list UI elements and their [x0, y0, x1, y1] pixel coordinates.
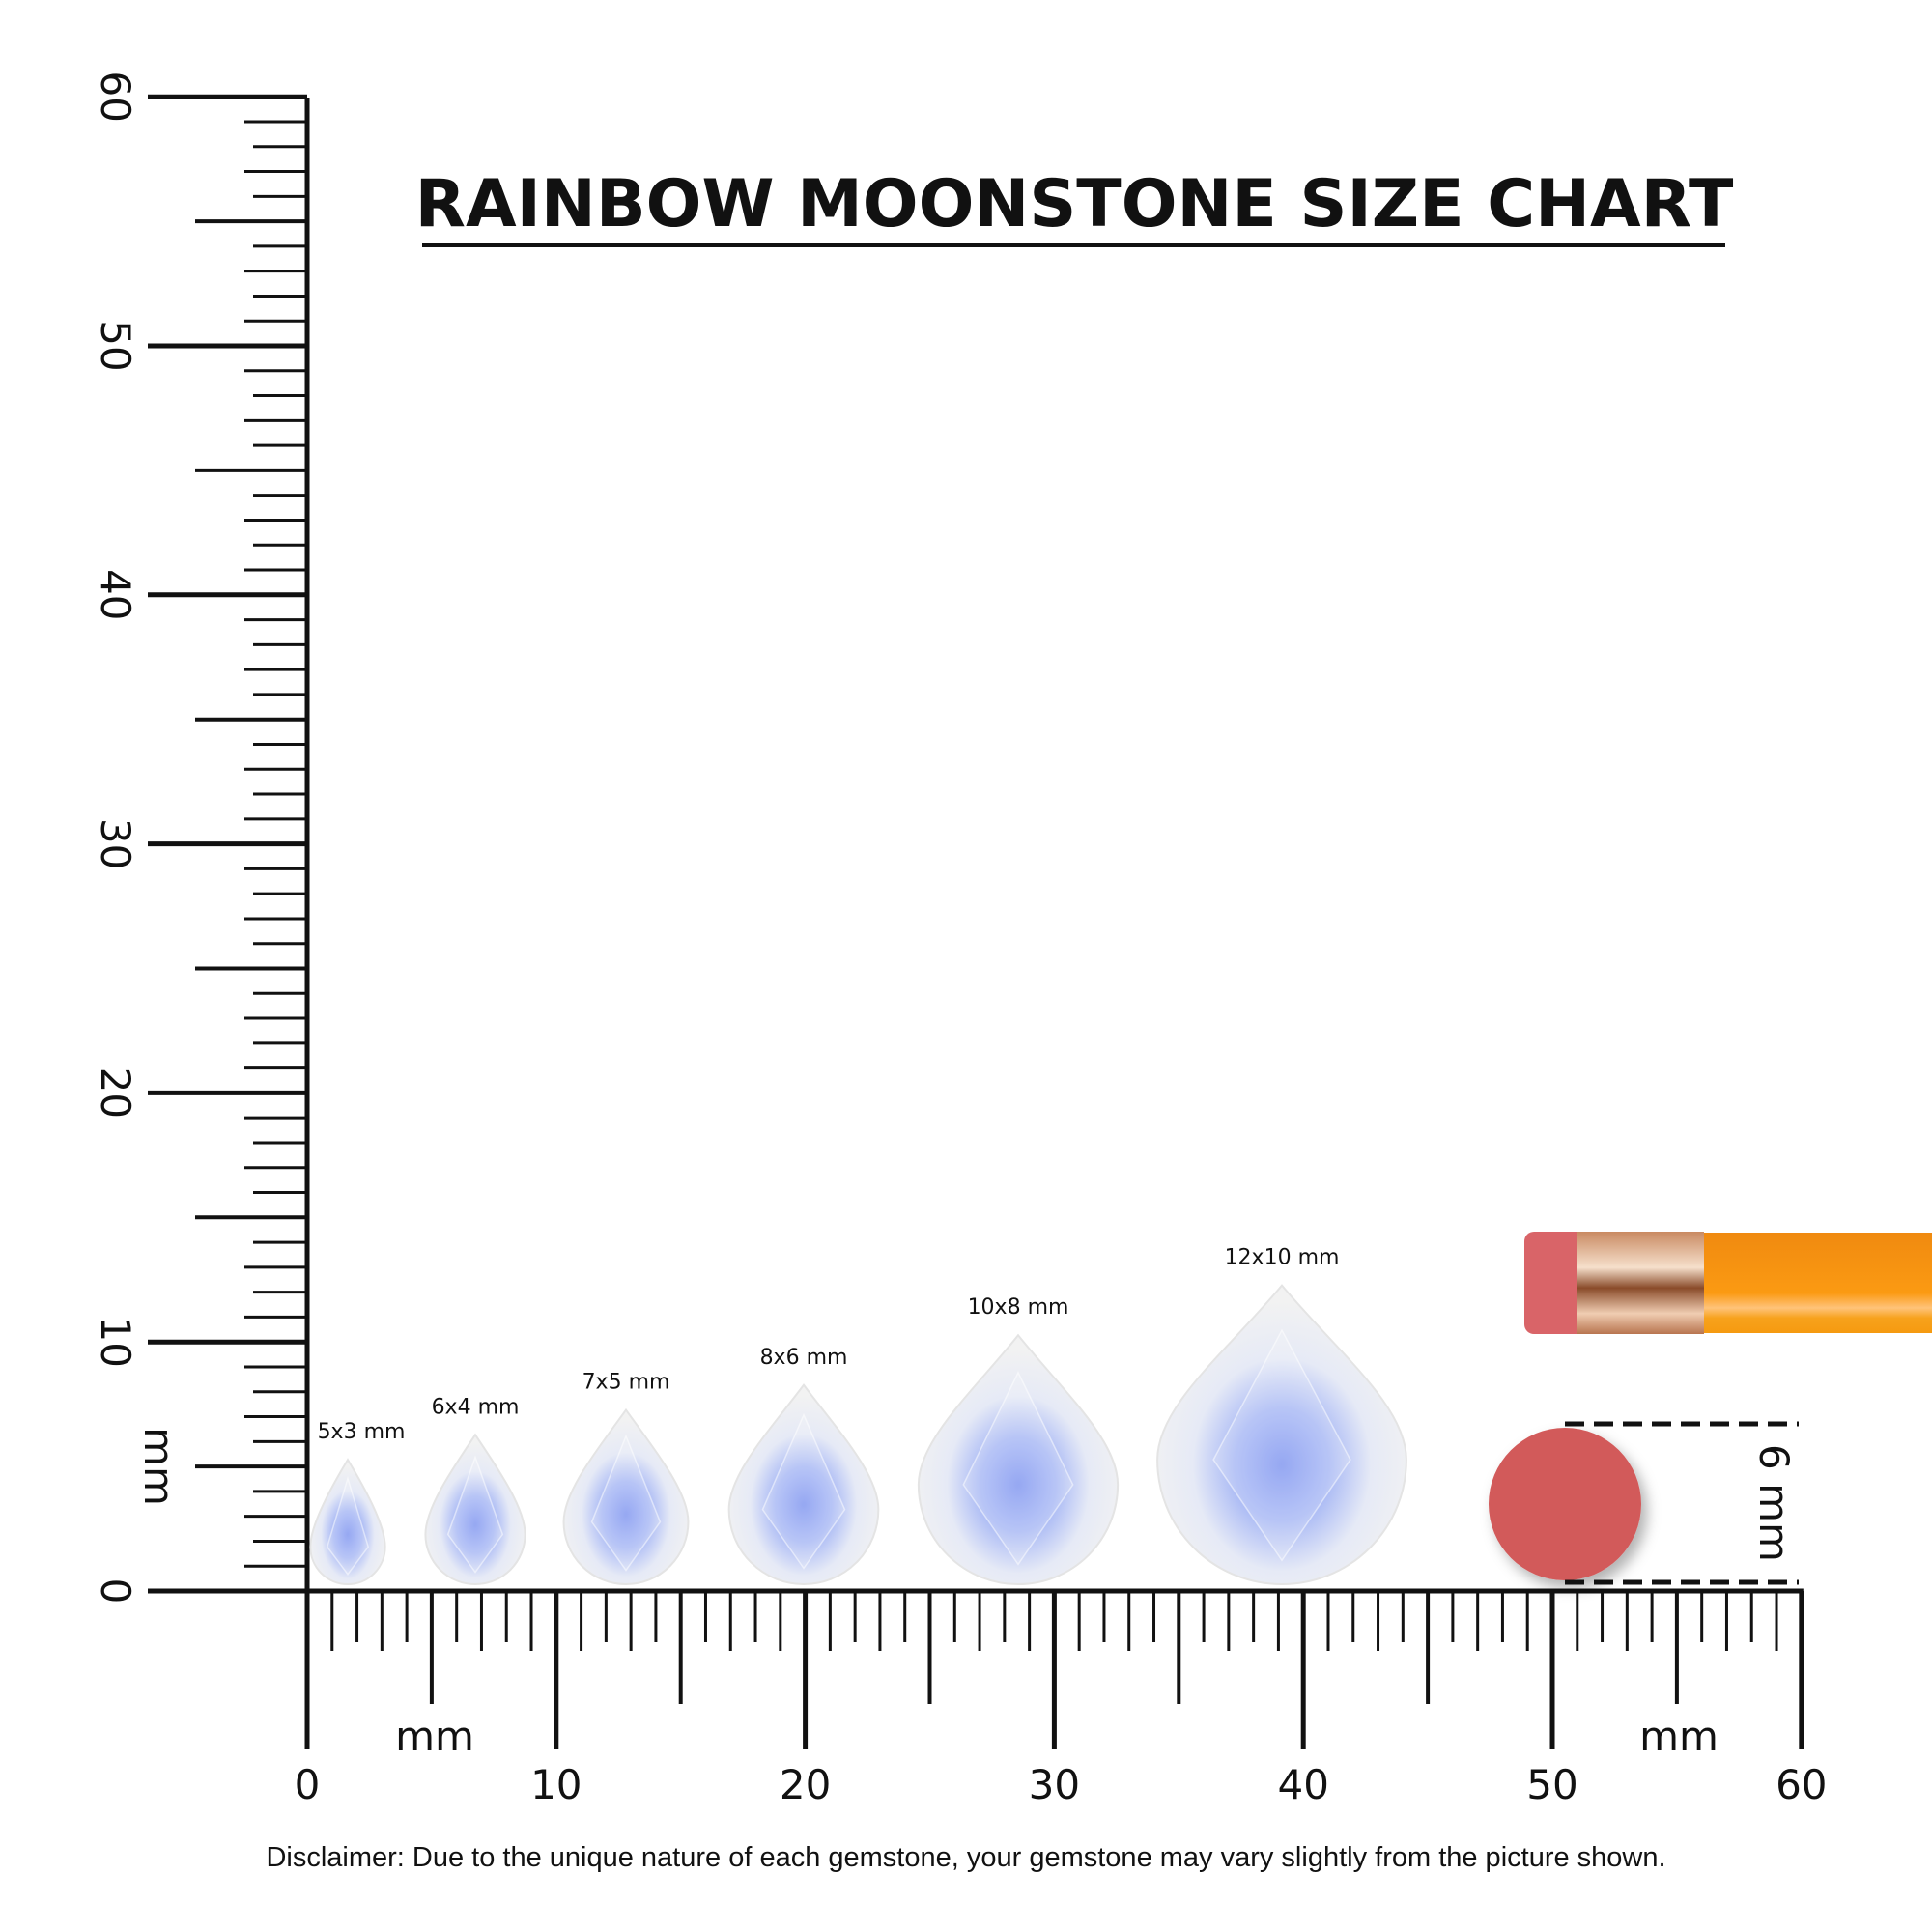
pencil-body — [1704, 1233, 1932, 1333]
vertical-tick-label: 40 — [92, 569, 139, 620]
horizontal-unit-label-left: mm — [395, 1713, 474, 1760]
pear-gem-image — [424, 1433, 526, 1585]
vertical-tick-label: 50 — [92, 320, 139, 371]
gem-size-label: 5x3 mm — [318, 1420, 406, 1444]
gem-facet — [761, 1412, 846, 1570]
gem-item: 7x5 mm — [562, 1371, 690, 1585]
gem-size-label: 10x8 mm — [968, 1295, 1069, 1320]
horizontal-tick-label: 30 — [1029, 1761, 1080, 1808]
eraser-size-label: 6 mm — [1750, 1444, 1798, 1562]
vertical-tick-label: 60 — [92, 71, 139, 122]
gem-facet — [962, 1371, 1074, 1566]
gem-item: 6x4 mm — [424, 1395, 526, 1585]
vertical-tick-label: 10 — [92, 1316, 139, 1367]
gem-facet — [590, 1434, 662, 1572]
horizontal-tick-label: 50 — [1526, 1761, 1577, 1808]
gem-facet — [326, 1475, 370, 1576]
gem-item: 12x10 mm — [1156, 1246, 1407, 1585]
horizontal-tick-label: 0 — [295, 1761, 321, 1808]
vertical-tick-label: 0 — [92, 1578, 139, 1605]
pear-gem-image — [562, 1407, 690, 1585]
pencil — [1524, 1232, 1932, 1334]
horizontal-unit-label-right: mm — [1639, 1713, 1719, 1760]
gem-size-label: 12x10 mm — [1225, 1246, 1340, 1270]
horizontal-ruler: 0 10 20 30 40 50 60 mm mm — [148, 1588, 1828, 1808]
horizontal-tick-label: 60 — [1776, 1761, 1827, 1808]
gem-size-label: 6x4 mm — [432, 1395, 520, 1419]
gem-item: 8x6 mm — [727, 1346, 880, 1585]
gem-group: 5x3 mm 6x4 mm 7x5 mm 8x6 mm 10x8 mm 12x10 mm — [309, 1246, 1407, 1585]
eraser-reference-circle — [1489, 1428, 1641, 1580]
gem-facet — [1212, 1328, 1351, 1562]
vertical-tick-label: 20 — [92, 1067, 139, 1119]
gem-facet — [446, 1455, 504, 1574]
pear-gem-image — [1156, 1284, 1407, 1585]
horizontal-tick-label: 10 — [530, 1761, 582, 1808]
vertical-unit-label: mm — [135, 1427, 183, 1506]
pencil-eraser — [1524, 1232, 1592, 1334]
chart-title: RAINBOW MOONSTONE SIZE CHART — [415, 166, 1734, 242]
gem-size-label: 8x6 mm — [760, 1346, 848, 1370]
vertical-ruler: 0 10 20 30 40 50 60 mm — [92, 71, 310, 1605]
gem-item: 5x3 mm — [309, 1420, 406, 1585]
pear-gem-image — [917, 1333, 1120, 1585]
horizontal-tick-label: 20 — [780, 1761, 831, 1808]
horizontal-tick-label: 40 — [1277, 1761, 1328, 1808]
pear-gem-image — [309, 1458, 386, 1585]
disclaimer: Disclaimer: Due to the unique nature of … — [266, 1842, 1665, 1873]
vertical-tick-label: 30 — [92, 818, 139, 869]
pear-gem-image — [727, 1383, 880, 1585]
gem-size-label: 7x5 mm — [582, 1371, 670, 1395]
gem-item: 10x8 mm — [917, 1295, 1120, 1585]
pencil-ferrule — [1577, 1232, 1704, 1334]
